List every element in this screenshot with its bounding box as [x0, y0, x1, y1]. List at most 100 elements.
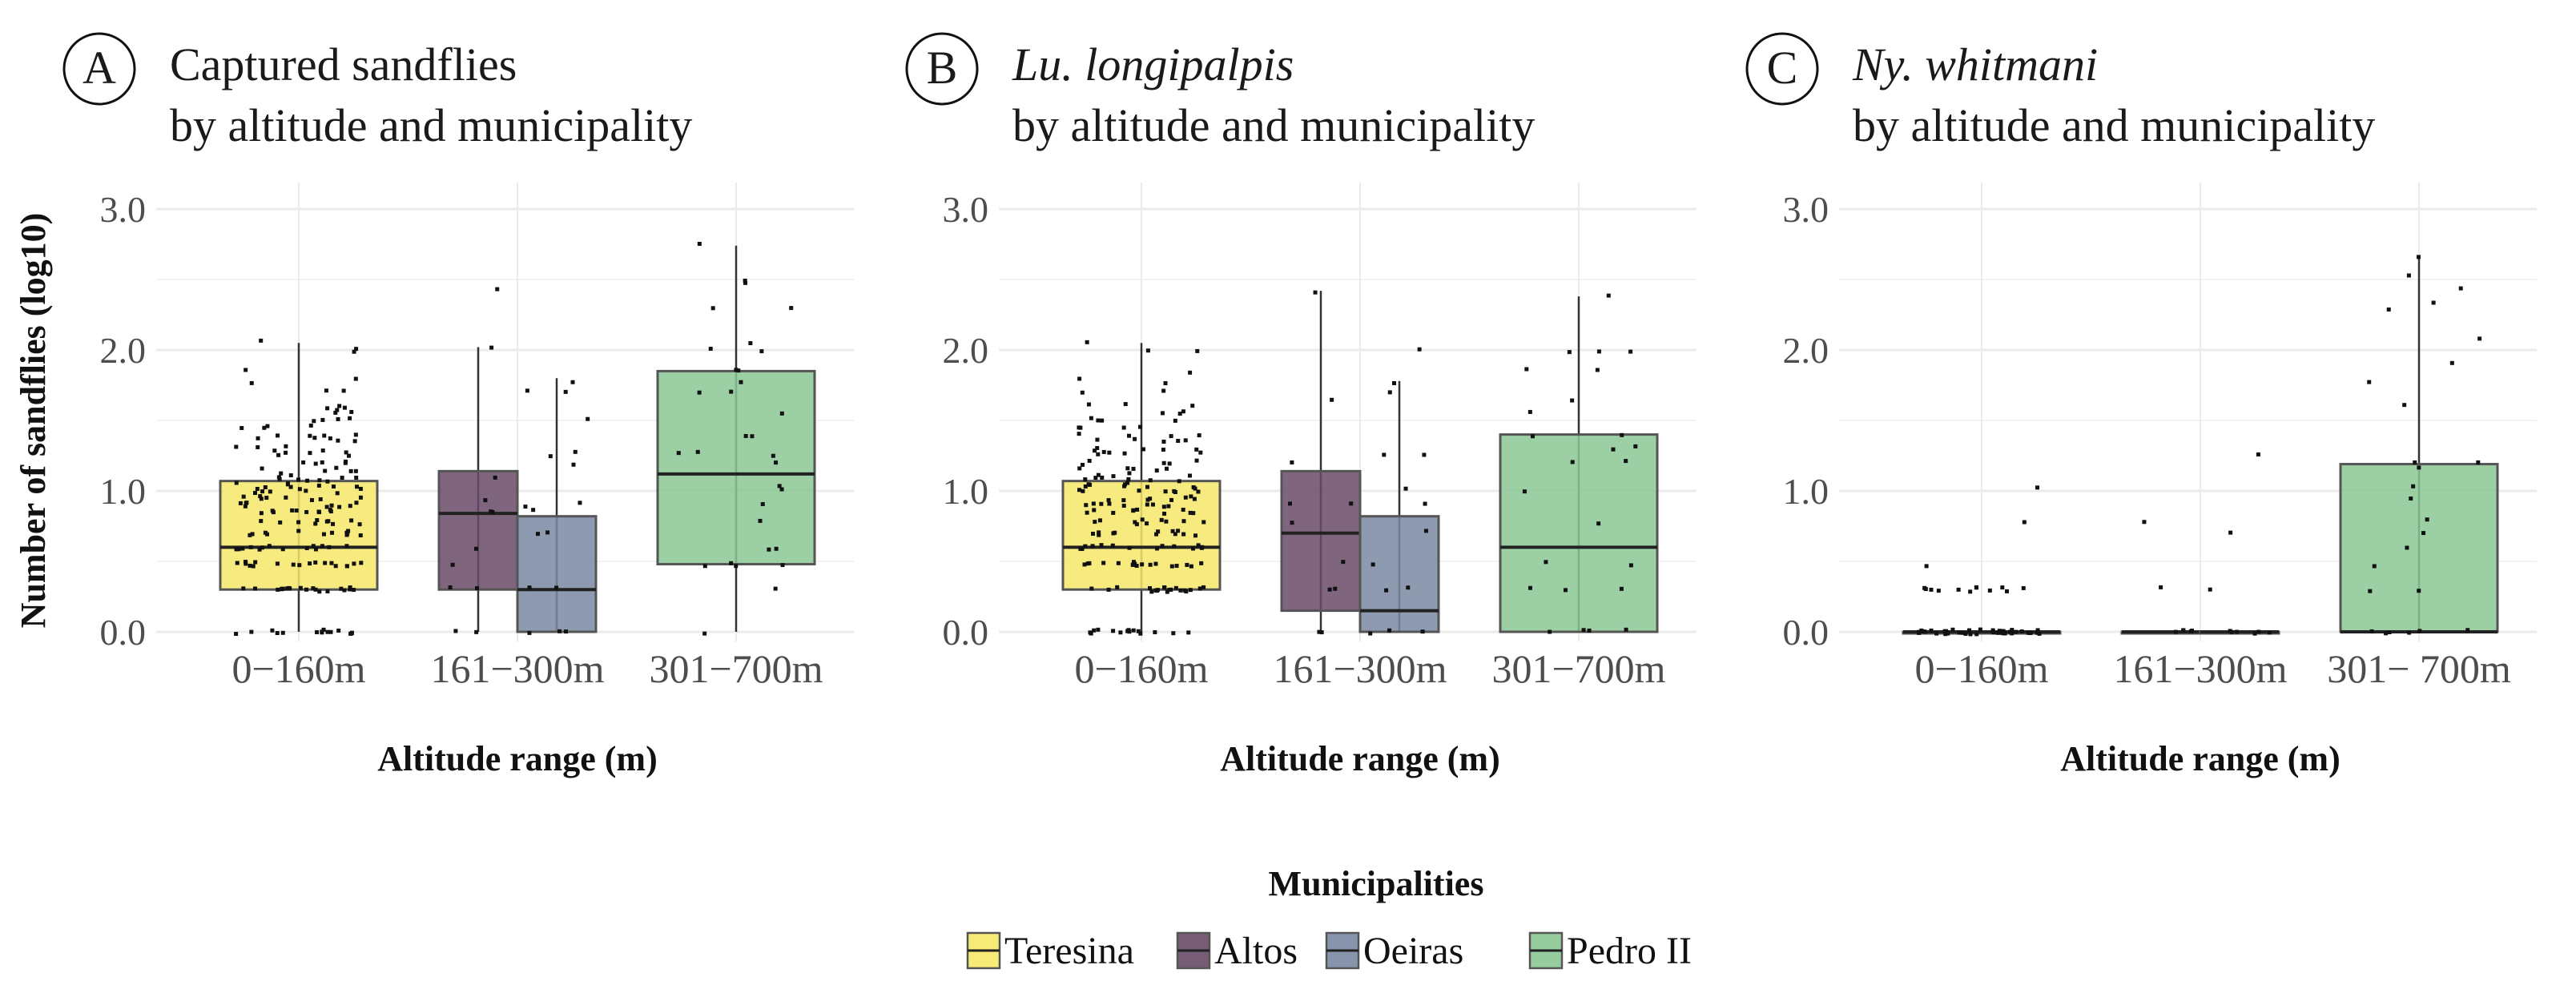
- data-point: [1100, 418, 1105, 423]
- data-point: [304, 509, 309, 514]
- data-point: [358, 495, 363, 500]
- data-point: [296, 477, 301, 482]
- data-point: [1148, 478, 1153, 483]
- data-point: [1197, 433, 1201, 438]
- data-point: [280, 587, 284, 592]
- y-tick-label: 3.0: [943, 189, 989, 230]
- data-point: [1154, 468, 1159, 473]
- data-point: [2425, 517, 2429, 522]
- data-point: [1085, 340, 1089, 344]
- data-point: [1141, 447, 1145, 452]
- data-point: [1570, 460, 1575, 464]
- legend-label: Pedro II: [1567, 930, 1692, 972]
- data-point: [495, 287, 500, 291]
- data-point: [1145, 521, 1149, 526]
- data-point: [305, 478, 310, 483]
- data-point: [1131, 628, 1136, 633]
- panel-c: C Ny. whitmani by altitude and municipalit…: [1745, 32, 2537, 778]
- data-point: [1923, 587, 1928, 592]
- data-point: [1957, 630, 1962, 635]
- data-point: [244, 501, 249, 505]
- data-point: [288, 473, 293, 478]
- data-point: [1189, 564, 1193, 569]
- data-point: [316, 483, 321, 488]
- data-point: [1961, 630, 1966, 635]
- data-point: [1191, 484, 1196, 489]
- data-point: [312, 436, 317, 440]
- data-point: [259, 496, 264, 501]
- data-point: [323, 468, 328, 473]
- legend-item-pedro-ii: Pedro II: [1528, 930, 1692, 972]
- box-altos: [437, 287, 519, 634]
- data-point: [1417, 347, 1422, 352]
- data-point: [1968, 632, 1973, 637]
- data-point: [1524, 367, 1529, 372]
- data-point: [262, 425, 267, 430]
- panel-b: B Lu. longipalpis by altitude and municipa…: [905, 32, 1697, 778]
- legend-label: Altos: [1214, 930, 1298, 972]
- data-point: [1527, 409, 1532, 414]
- data-point: [270, 509, 275, 513]
- box: [1499, 433, 1659, 633]
- data-point: [1137, 488, 1141, 493]
- data-point: [357, 522, 362, 527]
- data-point: [320, 448, 325, 453]
- box-teresina: [219, 338, 379, 637]
- data-point: [259, 338, 264, 343]
- data-point: [344, 459, 348, 464]
- data-point: [1096, 418, 1101, 423]
- data-point: [344, 450, 348, 455]
- data-point: [1163, 381, 1168, 386]
- data-point: [571, 462, 576, 467]
- data-point: [774, 546, 779, 551]
- data-point: [1995, 630, 2000, 635]
- data-point: [1161, 440, 1166, 444]
- data-point: [1368, 631, 1373, 636]
- data-point: [1093, 448, 1097, 453]
- data-point: [264, 496, 269, 501]
- data-point: [251, 564, 256, 569]
- data-point: [1936, 589, 1941, 593]
- data-point: [342, 405, 347, 410]
- data-point: [1090, 544, 1095, 549]
- data-point: [1183, 495, 1188, 500]
- data-point: [1123, 402, 1128, 407]
- data-point: [2188, 629, 2193, 633]
- data-point: [341, 388, 346, 393]
- data-point: [780, 563, 785, 568]
- data-point: [348, 631, 353, 636]
- data-point: [1181, 508, 1185, 513]
- data-point: [2228, 530, 2233, 535]
- x-tick-label: 301− 700m: [2327, 646, 2511, 691]
- data-point: [1423, 501, 1427, 506]
- data-point: [1085, 561, 1090, 566]
- data-point: [527, 630, 532, 635]
- data-point: [759, 349, 764, 354]
- data-point: [312, 419, 316, 424]
- data-point: [352, 561, 356, 566]
- panel-letter-circle: [905, 32, 979, 106]
- data-point: [347, 453, 352, 458]
- data-point: [1974, 632, 1979, 637]
- data-point: [1929, 587, 1934, 592]
- data-point: [1140, 562, 1145, 567]
- data-point: [1987, 588, 1992, 593]
- data-point: [1161, 460, 1166, 465]
- data-point: [1188, 588, 1193, 593]
- data-point: [1177, 412, 1182, 416]
- data-point: [1083, 484, 1088, 488]
- data-point: [1181, 532, 1186, 537]
- data-point: [238, 501, 243, 505]
- data-point: [2173, 629, 2178, 634]
- data-point: [285, 481, 290, 486]
- data-point: [1077, 425, 1081, 430]
- data-point: [332, 484, 336, 489]
- data-point: [554, 585, 559, 590]
- data-point: [586, 416, 590, 421]
- data-point: [1096, 452, 1101, 456]
- data-point: [313, 587, 318, 592]
- data-point: [1161, 448, 1165, 452]
- box-pedro-ii: [2339, 255, 2499, 636]
- data-point: [2035, 628, 2040, 633]
- data-point: [570, 380, 575, 384]
